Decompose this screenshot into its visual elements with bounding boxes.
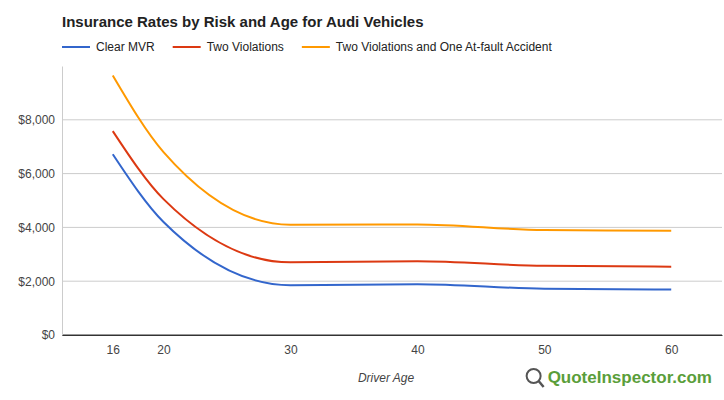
- series-line: [113, 131, 671, 267]
- watermark: QuoteInspector.com: [527, 368, 712, 387]
- grid-line: [62, 335, 722, 336]
- series-line: [113, 75, 671, 230]
- y-tick: $2,000: [18, 275, 62, 289]
- grid-line: [62, 173, 722, 174]
- y-tick: $8,000: [18, 113, 62, 127]
- x-tick-label: 16: [107, 343, 121, 357]
- x-tick-label: 50: [538, 343, 552, 357]
- y-tick-label: $0: [42, 328, 56, 342]
- legend-label: Clear MVR: [96, 40, 155, 54]
- x-tick: 50: [538, 335, 552, 357]
- x-tick-label: 40: [411, 343, 425, 357]
- grid-line: [62, 119, 722, 120]
- y-tick-label: $8,000: [18, 113, 55, 127]
- y-axis-line: [62, 67, 63, 336]
- y-tick-label: $2,000: [18, 275, 55, 289]
- watermark-icon-handle: [539, 381, 544, 387]
- legend-label: Two Violations and One At-fault Accident: [336, 40, 553, 54]
- x-axis: 16 20 30 40 50 60: [63, 335, 723, 357]
- y-tick-label: $6,000: [18, 167, 55, 181]
- legend-item: Two Violations and One At-fault Accident: [302, 40, 553, 54]
- x-tick: 20: [157, 335, 171, 357]
- x-tick: 60: [665, 335, 679, 357]
- grid-line: [62, 227, 722, 228]
- series-line: [113, 154, 671, 289]
- grid: [62, 120, 722, 335]
- x-tick-label: 20: [157, 343, 171, 357]
- watermark-text: QuoteInspector.com: [548, 368, 712, 387]
- x-tick-label: 60: [665, 343, 679, 357]
- lines: [113, 75, 671, 289]
- x-tick: 30: [284, 335, 298, 357]
- legend-item: Two Violations: [173, 40, 284, 54]
- x-axis-line: [63, 335, 723, 336]
- y-tick: $0: [42, 328, 62, 342]
- grid-line: [62, 281, 722, 282]
- legend: Clear MVR Two Violations Two Violations an…: [62, 40, 552, 54]
- watermark-icon: [527, 369, 541, 383]
- legend-label: Two Violations: [207, 40, 284, 54]
- y-tick-label: $4,000: [18, 221, 55, 235]
- title: Insurance Rates by Risk and Age for Audi…: [62, 13, 424, 30]
- x-axis-title: Driver Age: [358, 371, 415, 385]
- y-tick: $6,000: [18, 167, 62, 181]
- chart-container: Insurance Rates by Risk and Age for Audi…: [0, 0, 724, 400]
- x-tick-label: 30: [284, 343, 298, 357]
- y-axis: $0 $2,000 $4,000 $6,000 $8,000: [18, 67, 62, 343]
- legend-item: Clear MVR: [62, 40, 155, 54]
- legend-swatch: [62, 46, 90, 48]
- x-tick: 16: [107, 335, 121, 357]
- chart-svg: Insurance Rates by Risk and Age for Audi…: [0, 0, 724, 400]
- legend-swatch: [173, 46, 201, 48]
- x-tick: 40: [411, 335, 425, 357]
- y-tick: $4,000: [18, 221, 62, 235]
- legend-swatch: [302, 46, 330, 48]
